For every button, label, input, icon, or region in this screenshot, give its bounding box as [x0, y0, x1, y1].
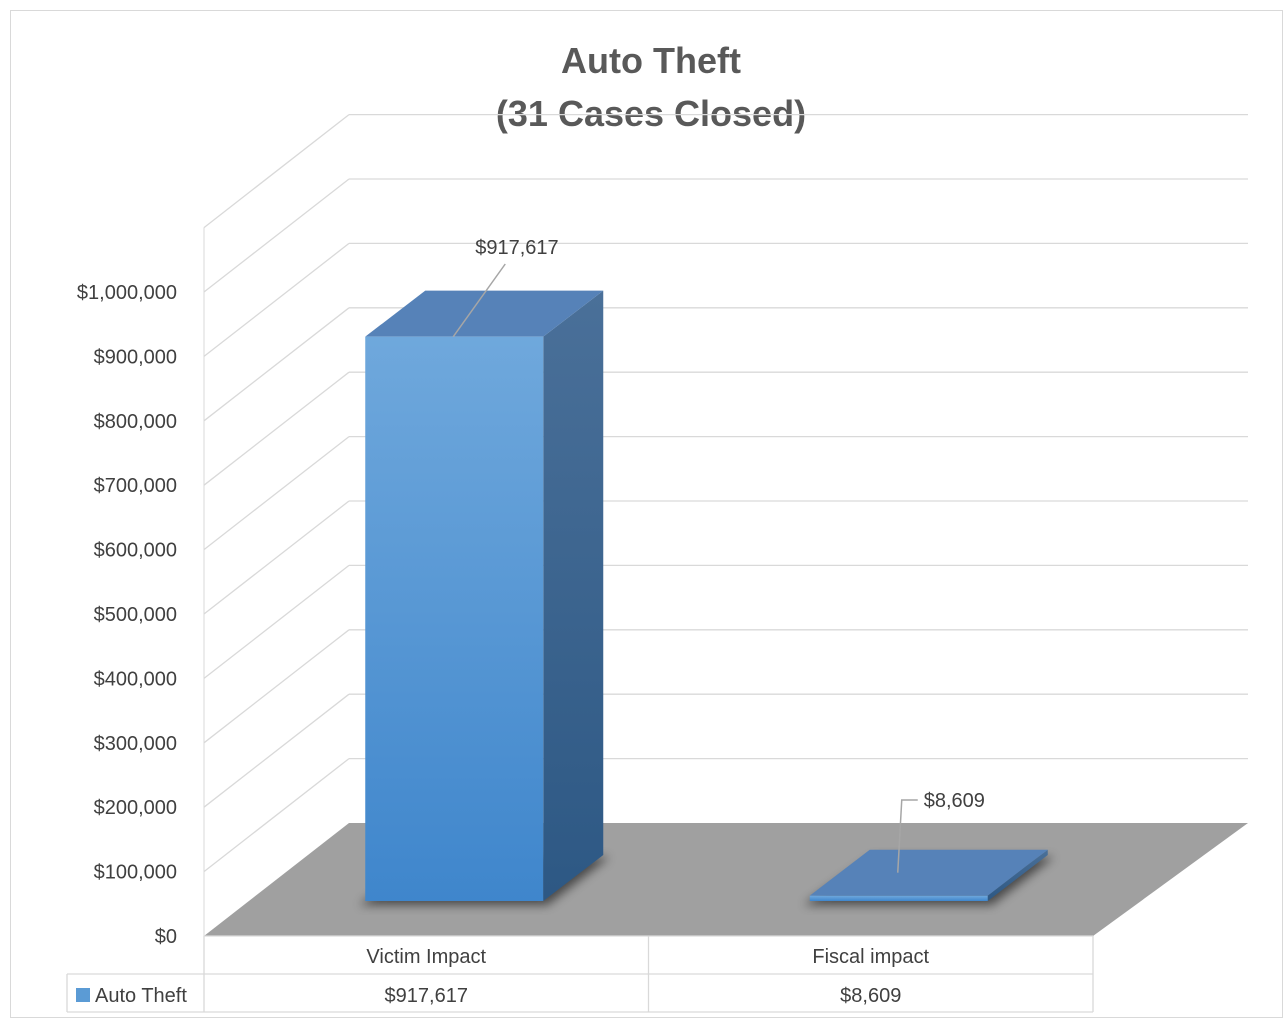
y-tick-label: $0: [155, 926, 177, 948]
gridline-side: [203, 500, 350, 615]
gridline-side: [203, 178, 350, 293]
chart-title-line-1: Auto Theft: [561, 40, 741, 81]
chart-floor: [204, 823, 1248, 936]
y-tick-label: $700,000: [94, 475, 177, 497]
bars: [359, 290, 1054, 905]
bar: [809, 895, 988, 901]
gridline-side: [203, 242, 350, 357]
table-value-cell: $917,617: [385, 985, 468, 1007]
bar: [365, 336, 544, 901]
floor-plane: [204, 823, 1248, 936]
x-category-label: Fiscal impact: [812, 946, 929, 968]
gridlines: [203, 113, 1248, 936]
table-value-cell: $8,609: [840, 985, 901, 1007]
legend-label: Auto Theft: [95, 985, 187, 1007]
y-tick-label: $200,000: [94, 797, 177, 819]
gridline-side: [203, 629, 350, 744]
y-axis-tick-labels: $0 $100,000 $200,000 $300,000 $400,000 $500,0…: [77, 282, 177, 948]
gridline-side: [203, 436, 350, 551]
data-table: Victim Impact $917,617 Fiscal impact $8,609…: [66, 935, 1094, 1013]
data-labels: $917,617 $8,609: [452, 237, 985, 873]
y-tick-label: $1,000,000: [77, 282, 177, 304]
gridline-side: [203, 693, 350, 808]
chart-canvas: Auto Theft (31 Cases Closed) $0$100,000$…: [66, 40, 1248, 1013]
leader-line: [897, 799, 918, 873]
data-label: $917,617: [475, 237, 558, 259]
y-tick-label: $100,000: [94, 862, 177, 884]
gridline-side: [203, 564, 350, 679]
x-category-label: Victim Impact: [366, 946, 486, 968]
y-tick-label: $400,000: [94, 668, 177, 690]
bar-top: [809, 849, 1048, 896]
bar-side: [543, 290, 604, 901]
y-tick-label: $900,000: [94, 346, 177, 368]
bar-top: [365, 290, 604, 337]
leader-line: [452, 263, 506, 338]
bar-side: [987, 849, 1048, 901]
data-label: $8,609: [924, 790, 985, 812]
y-tick-label: $600,000: [94, 540, 177, 562]
gridline-side: [203, 371, 350, 486]
chart-area: Auto Theft (31 Cases Closed) $0 $100,000 $…: [10, 10, 1283, 1018]
gridline-side: [203, 114, 350, 229]
chart-title: Auto Theft (31 Cases Closed): [496, 40, 806, 134]
y-tick-label: $300,000: [94, 733, 177, 755]
y-tick-label: $800,000: [94, 411, 177, 433]
chart-title-line-2: (31 Cases Closed): [496, 93, 806, 134]
legend-swatch: [76, 988, 90, 1002]
y-tick-label: $500,000: [94, 604, 177, 626]
gridline-side: [203, 758, 350, 873]
gridline-side: [203, 307, 350, 422]
